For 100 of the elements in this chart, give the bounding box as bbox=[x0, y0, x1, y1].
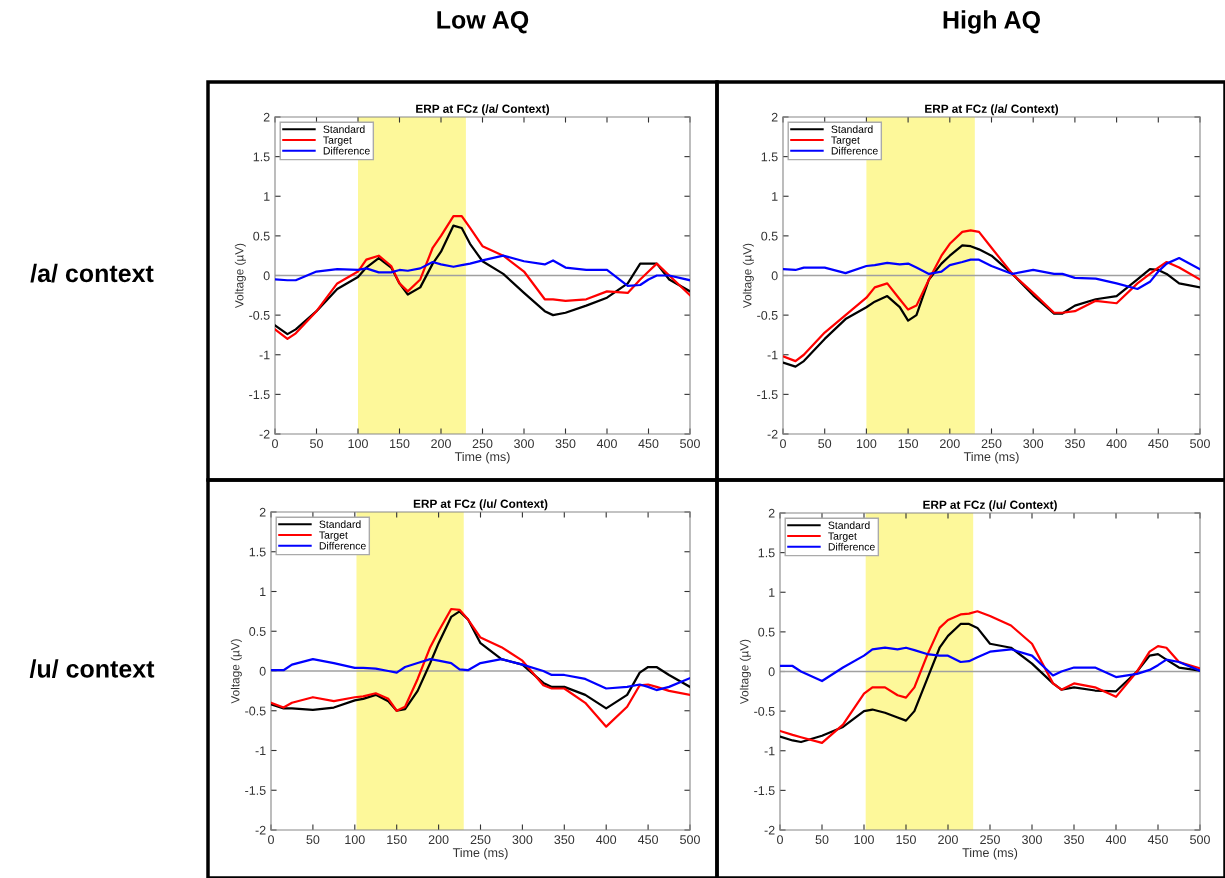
y-tick-label: 2 bbox=[263, 112, 270, 122]
legend-label: Standard bbox=[319, 520, 361, 528]
x-tick-label: 50 bbox=[815, 835, 829, 845]
x-tick-label: 350 bbox=[1064, 439, 1085, 449]
text: High AQ bbox=[943, 10, 1040, 34]
y-axis-title: Voltage (µV) bbox=[739, 639, 751, 705]
x-tick-label: 450 bbox=[637, 835, 659, 845]
x-tick-label: 500 bbox=[1190, 835, 1210, 845]
y-tick-label: 1.5 bbox=[758, 548, 775, 558]
chart-title: ERP at FCz (/a/ Context) bbox=[925, 104, 1059, 116]
text: /a/ context bbox=[30, 263, 154, 283]
legend-label: Standard bbox=[831, 125, 873, 133]
x-tick-label: 300 bbox=[514, 439, 534, 449]
legend-label: Difference bbox=[319, 541, 366, 550]
x-tick-label: 500 bbox=[1190, 439, 1210, 449]
legend-label: Target bbox=[828, 532, 857, 542]
x-tick-label: 300 bbox=[512, 835, 533, 845]
x-tick-label: 350 bbox=[1064, 835, 1084, 845]
text: Low AQ bbox=[437, 11, 529, 34]
y-tick-label: -1 bbox=[767, 350, 778, 360]
y-tick-label: -1.5 bbox=[757, 390, 778, 400]
line-series bbox=[783, 256, 1200, 291]
y-tick-label: 0.5 bbox=[758, 627, 775, 637]
x-tick-label: 50 bbox=[818, 439, 832, 449]
legend-label: Target bbox=[319, 531, 348, 541]
x-axis-title: Time (ms) bbox=[962, 847, 1018, 860]
y-tick-label: 1.5 bbox=[253, 152, 270, 162]
y-tick-label: -1.5 bbox=[754, 786, 775, 796]
x-tick-label: 200 bbox=[431, 439, 451, 449]
y-tick-label: -1.5 bbox=[245, 786, 266, 795]
x-tick-label: 150 bbox=[390, 439, 410, 449]
legend-label: Standard bbox=[323, 125, 365, 133]
x-tick-label: 250 bbox=[980, 835, 1000, 845]
chart-title: ERP at FCz (/u/ Context) bbox=[413, 499, 548, 511]
y-tick-label: -1 bbox=[764, 746, 775, 756]
y-axis-title: Voltage (µV) bbox=[742, 243, 754, 309]
legend-label: Difference bbox=[828, 542, 875, 551]
y-tick-label: -2 bbox=[255, 825, 266, 835]
x-tick-label: 200 bbox=[938, 835, 958, 845]
legend-label: Standard bbox=[828, 521, 870, 529]
x-tick-label: 300 bbox=[1022, 835, 1042, 845]
x-tick-label: 300 bbox=[1023, 439, 1044, 449]
x-tick-label: 400 bbox=[1105, 835, 1126, 845]
y-tick-label: -1 bbox=[255, 746, 266, 756]
x-tick-label: 400 bbox=[1106, 439, 1127, 449]
x-tick-label: 100 bbox=[856, 439, 877, 449]
y-tick-label: -2 bbox=[259, 429, 270, 439]
legend-label: Difference bbox=[323, 146, 370, 155]
x-tick-label: 450 bbox=[1147, 835, 1168, 845]
y-tick-label: 1 bbox=[264, 192, 270, 201]
line-series bbox=[780, 646, 1200, 683]
x-tick-label: 350 bbox=[554, 835, 575, 845]
y-tick-label: 2 bbox=[771, 112, 778, 122]
y-tick-label: 1.5 bbox=[249, 547, 266, 557]
y-tick-label: -1.5 bbox=[249, 390, 270, 400]
y-tick-label: 0 bbox=[771, 271, 778, 281]
legend-label: Difference bbox=[831, 146, 878, 155]
x-tick-label: 450 bbox=[638, 439, 659, 449]
y-tick-label: 0 bbox=[263, 271, 270, 281]
y-tick-label: 2 bbox=[768, 508, 775, 518]
x-tick-label: 150 bbox=[387, 835, 407, 845]
y-tick-label: -2 bbox=[764, 825, 775, 835]
text: /u/ context bbox=[29, 659, 155, 678]
y-tick-label: -0.5 bbox=[245, 706, 266, 716]
y-tick-label: -2 bbox=[767, 429, 778, 439]
y-tick-label: -0.5 bbox=[757, 310, 778, 320]
x-tick-label: 50 bbox=[310, 439, 323, 449]
legend-label: Target bbox=[323, 136, 352, 146]
y-tick-label: -0.5 bbox=[754, 706, 775, 716]
x-tick-label: 150 bbox=[898, 439, 919, 449]
chart-title: ERP at FCz (/u/ Context) bbox=[923, 500, 1057, 512]
x-tick-label: 500 bbox=[680, 835, 700, 845]
x-tick-label: 400 bbox=[596, 439, 617, 449]
y-axis-title: Voltage (µV) bbox=[234, 243, 246, 309]
x-tick-label: 100 bbox=[348, 439, 368, 449]
x-tick-label: 0 bbox=[780, 439, 786, 449]
y-tick-label: 0.5 bbox=[249, 627, 266, 636]
y-tick-label: -0.5 bbox=[249, 310, 270, 320]
y-axis-title: Voltage (µV) bbox=[230, 639, 242, 704]
y-tick-label: 0 bbox=[768, 667, 775, 677]
x-tick-label: 150 bbox=[896, 835, 916, 845]
line-series bbox=[271, 607, 690, 728]
x-tick-label: 100 bbox=[854, 835, 874, 845]
y-tick-label: 2 bbox=[259, 507, 266, 517]
y-tick-label: 0.5 bbox=[761, 231, 778, 241]
x-tick-label: 400 bbox=[596, 835, 617, 845]
x-tick-label: 450 bbox=[1148, 439, 1169, 449]
x-tick-label: 500 bbox=[680, 439, 700, 449]
x-tick-label: 100 bbox=[345, 835, 365, 845]
legend-label: Target bbox=[831, 136, 860, 146]
x-axis-title: Time (ms) bbox=[452, 847, 508, 860]
x-axis-title: Time (ms) bbox=[963, 451, 1019, 464]
x-tick-label: 0 bbox=[272, 439, 278, 449]
y-tick-label: -1 bbox=[259, 350, 270, 360]
x-tick-label: 250 bbox=[470, 835, 491, 845]
y-tick-label: 0.5 bbox=[253, 231, 270, 241]
y-tick-label: 1 bbox=[769, 588, 775, 597]
x-axis-title: Time (ms) bbox=[454, 451, 510, 464]
x-tick-label: 250 bbox=[472, 439, 493, 449]
y-tick-label: 1.5 bbox=[761, 152, 778, 162]
